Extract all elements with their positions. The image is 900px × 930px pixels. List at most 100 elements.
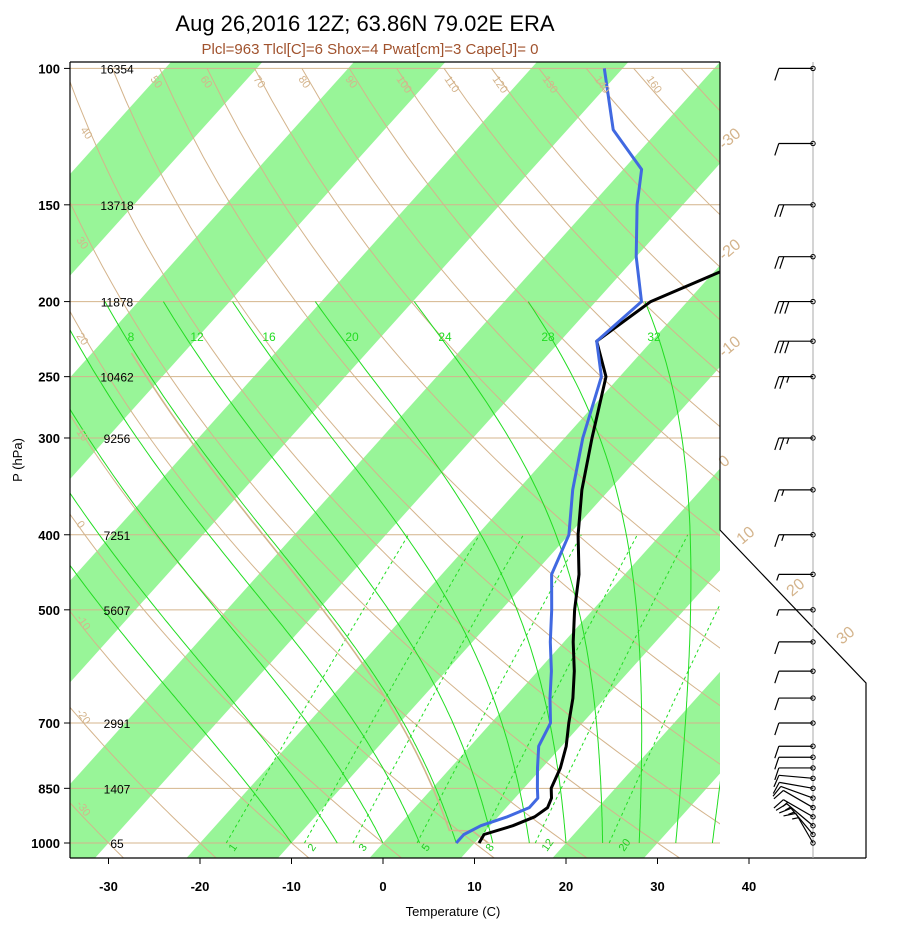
- dry-adiabat: [348, 68, 720, 482]
- mixing-ratio-label: 2: [306, 842, 319, 854]
- y-tick-label: 200: [38, 295, 60, 310]
- height-label: 16354: [100, 62, 134, 76]
- dry-adiabat: [70, 80, 720, 825]
- wind-barb: [776, 607, 816, 617]
- dry-adiabat: [729, 68, 900, 859]
- moist-adiabat: [70, 328, 421, 844]
- wind-barb: [774, 765, 816, 781]
- theta-side-label: 10: [74, 427, 91, 444]
- theta-side-label: 20: [74, 331, 91, 348]
- mixing-ratio-label: 8: [484, 842, 497, 854]
- wind-barb: [776, 571, 816, 581]
- height-label: 5607: [104, 604, 131, 618]
- wind-barb: [774, 373, 816, 389]
- dry-adiabat: [70, 413, 496, 858]
- temperature-axis: -30 -20 -10 0 10 20 30 40: [99, 858, 756, 894]
- isobar-lines: [70, 67, 720, 844]
- wind-barb: [774, 668, 816, 684]
- wind-barb: [779, 807, 816, 838]
- isotherm-band: [70, 62, 720, 858]
- mixing-ratio-label: 20: [617, 837, 634, 854]
- height-label: 2991: [104, 717, 131, 731]
- isotherm-band: [70, 62, 446, 480]
- height-label: 7251: [104, 529, 131, 543]
- height-label: 13718: [100, 199, 134, 213]
- mixing-ratio-label: 3: [357, 842, 370, 854]
- isotherm-band: [734, 33, 900, 859]
- x-tick-label: 30: [650, 879, 664, 894]
- theta-e-label: 8: [128, 330, 135, 344]
- y-tick-label: 150: [38, 198, 60, 213]
- moist-adiabat: [314, 301, 567, 844]
- dry-adiabat: [254, 68, 720, 593]
- isotherm-band: [70, 62, 263, 276]
- theta-label: 50: [148, 74, 165, 91]
- temperature-line: [477, 270, 720, 844]
- isotherm-band: [186, 265, 720, 858]
- y-tick-label: 1000: [31, 836, 60, 851]
- wind-barb: [774, 65, 816, 81]
- moist-adiabat: [104, 301, 457, 844]
- isotherm-label: 20: [784, 576, 809, 601]
- theta-label: 60: [198, 74, 215, 91]
- theta-e-label: 16: [262, 330, 276, 344]
- dry-adiabat: [396, 68, 720, 428]
- dry-adiabat: [206, 68, 720, 649]
- isotherm-band: [369, 468, 720, 858]
- wind-barb: [773, 774, 816, 788]
- dry-adiabat: [111, 68, 720, 765]
- wind-barb: [774, 253, 816, 269]
- wind-barb: [772, 785, 816, 801]
- isotherm-label: 10: [734, 524, 759, 549]
- wind-barb: [774, 202, 816, 217]
- dry-adiabat: [159, 68, 720, 707]
- moist-adiabat: [711, 780, 720, 844]
- x-tick-label: 10: [467, 879, 481, 894]
- dry-adiabat: [70, 706, 217, 858]
- theta-label: 90: [343, 74, 360, 91]
- wind-barb: [774, 140, 816, 156]
- theta-side-label: 0: [74, 519, 87, 531]
- chart-subtitle: Plcl=963 Tlcl[C]=6 Shox=4 Pwat[cm]=3 Cap…: [202, 41, 539, 58]
- isotherm-band: [70, 62, 629, 683]
- theta-label: 80: [296, 74, 313, 91]
- mixing-ratio-label: 12: [540, 837, 557, 854]
- moist-adiabat: [644, 301, 692, 844]
- wind-profile: [772, 62, 816, 858]
- parcel-path: [130, 352, 489, 844]
- x-tick-label: -10: [282, 879, 301, 894]
- mixing-ratio-label: 5: [420, 842, 433, 854]
- dry-adiabat: [776, 68, 900, 859]
- theta-label: 40: [78, 125, 95, 142]
- theta-label: 70: [251, 74, 268, 91]
- wind-barb: [774, 743, 816, 759]
- series-layer: [130, 68, 720, 845]
- mixing-ratio-line: [608, 603, 720, 844]
- dry-adiabat: [70, 513, 403, 858]
- height-label: 9256: [104, 432, 131, 446]
- height-label: 10462: [100, 371, 134, 385]
- dry-adiabat: [70, 310, 588, 858]
- wind-barb: [774, 639, 816, 655]
- dry-adiabat: [301, 68, 720, 537]
- x-tick-label: -30: [99, 879, 118, 894]
- theta-e-label: 20: [345, 330, 359, 344]
- height-label: 1407: [104, 782, 131, 796]
- theta-e-label: 12: [190, 330, 204, 344]
- wind-barb: [773, 799, 816, 820]
- wind-panel-outline: [719, 62, 867, 858]
- wind-barb: [774, 532, 816, 547]
- y-tick-label: 700: [38, 716, 60, 731]
- y-tick-label: 850: [38, 781, 60, 796]
- mixing-ratio-line: [478, 534, 638, 844]
- mixing-ratio-line: [534, 534, 689, 844]
- moist-adiabat: [162, 301, 494, 844]
- y-axis-label: P (hPa): [10, 438, 25, 482]
- dry-adiabat: [70, 802, 125, 858]
- mixing-ratio-lines: [225, 534, 720, 844]
- y-tick-label: 500: [38, 603, 60, 618]
- x-tick-label: 40: [742, 879, 756, 894]
- chart-title: Aug 26,2016 12Z; 63.86N 79.02E ERA: [175, 11, 554, 36]
